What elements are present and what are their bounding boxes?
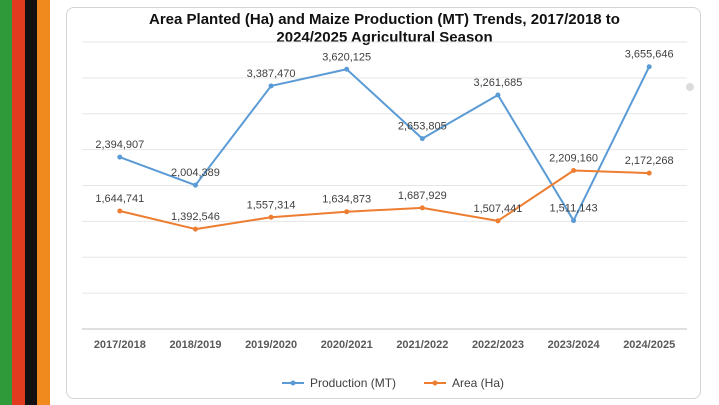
data-point — [571, 218, 577, 224]
data-point — [419, 136, 425, 142]
line-chart: 2017/2018 2018/2019 2019/2020 2020/2021 2021… — [82, 41, 687, 390]
legend-marker — [290, 380, 296, 386]
data-label: 1,687,929 — [398, 190, 447, 202]
x-tick-label: 2019/2020 — [245, 339, 297, 351]
data-point — [419, 205, 425, 211]
chart-title-line-1: Area Planted (Ha) and Maize Production (… — [149, 11, 620, 28]
series-line-area — [119, 169, 650, 231]
data-label: 3,387,470 — [247, 68, 296, 80]
data-label: 1,392,546 — [171, 211, 220, 223]
legend-label: Area (Ha) — [452, 376, 504, 390]
x-tick-label: 2020/2021 — [321, 339, 373, 351]
x-tick-label: 2017/2018 — [94, 339, 146, 351]
orange-stripe — [37, 0, 50, 405]
x-tick-label: 2023/2024 — [548, 339, 601, 351]
data-label: 1,644,741 — [95, 193, 144, 205]
data-label: 2,209,160 — [549, 152, 598, 164]
data-point — [117, 208, 123, 214]
data-label: 3,261,685 — [473, 77, 522, 89]
data-point — [268, 214, 274, 220]
data-point — [268, 83, 274, 89]
data-point — [192, 226, 198, 232]
legend-marker — [432, 380, 438, 386]
data-point — [646, 170, 652, 176]
data-label: 1,557,314 — [247, 199, 296, 211]
data-point — [117, 154, 123, 160]
data-label: 2,653,805 — [398, 121, 447, 133]
legend-label: Production (MT) — [310, 376, 396, 390]
x-tick-label: 2021/2022 — [396, 339, 448, 351]
x-tick-label: 2022/2023 — [472, 339, 524, 351]
data-label: 2,172,268 — [625, 155, 674, 167]
red-stripe — [12, 0, 25, 405]
data-label: 2,004,389 — [171, 167, 220, 179]
data-point — [344, 209, 350, 215]
x-tick-label: 2024/2025 — [623, 339, 675, 351]
series-line-production — [119, 66, 651, 222]
green-stripe — [0, 0, 12, 405]
data-point — [571, 167, 577, 173]
data-label: 3,655,646 — [625, 49, 674, 61]
black-stripe — [25, 0, 37, 405]
data-label: 3,620,125 — [322, 51, 371, 63]
x-tick-label: 2018/2019 — [169, 339, 221, 351]
data-label: 1,511,143 — [550, 203, 598, 215]
data-point — [646, 64, 652, 70]
data-point — [344, 66, 350, 72]
slide-dot-icon — [686, 83, 694, 91]
flag-stripes — [0, 0, 50, 405]
data-label: 1,634,873 — [322, 194, 371, 206]
chart-frame: Area Planted (Ha) and Maize Production (… — [66, 7, 701, 399]
data-point — [192, 182, 198, 188]
data-label: 2,394,907 — [95, 139, 144, 151]
data-label: 1,507,441 — [473, 203, 522, 215]
data-point — [495, 92, 501, 98]
data-point — [495, 218, 501, 224]
